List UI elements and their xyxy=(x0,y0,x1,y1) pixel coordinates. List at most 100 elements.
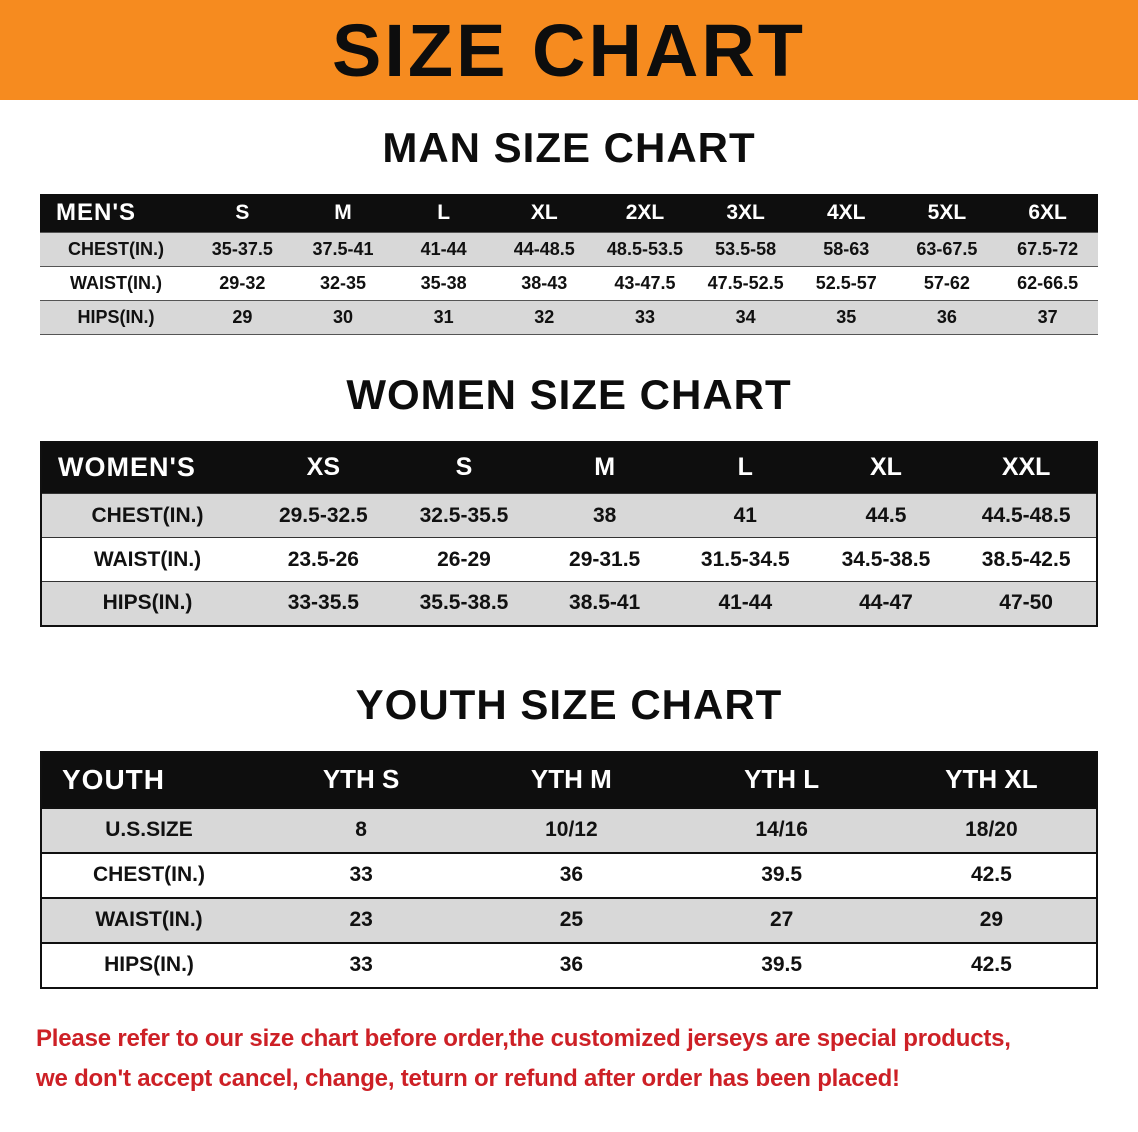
size-value-cell: 27 xyxy=(769,908,794,931)
size-value-cell: 35-38 xyxy=(420,272,467,293)
table-title-cell: YOUTH xyxy=(41,751,256,808)
size-column-header: L xyxy=(393,194,494,232)
size-value-cell: 31 xyxy=(433,306,454,327)
size-value-cell: 29-32 xyxy=(219,272,266,293)
size-column-header: 2XL xyxy=(594,194,696,232)
size-value-cell: 52.5-57 xyxy=(815,272,877,293)
size-value-cell: 42.5 xyxy=(970,953,1012,976)
row-label-cell: WAIST(IN.) xyxy=(95,908,203,931)
size-value-cell: 44.5-48.5 xyxy=(981,503,1071,527)
size-value-cell: 30 xyxy=(332,306,353,327)
table-row: HIPS(IN.) 29 30 31 32 33 34 35 36 37 xyxy=(40,300,1098,334)
table-head: YOUTH YTH S YTH M YTH L YTH XL xyxy=(41,751,1097,808)
size-column-header: S xyxy=(393,441,535,494)
row-label-cell: HIPS(IN.) xyxy=(102,591,193,615)
table-row: WAIST(IN.) 29-32 32-35 35-38 38-43 43-47.5 47.… xyxy=(40,266,1098,300)
row-label-cell: HIPS(IN.) xyxy=(104,953,194,976)
size-value-cell: 63-67.5 xyxy=(916,238,978,259)
size-value-cell: 29 xyxy=(979,908,1004,931)
size-value-cell: 33 xyxy=(349,953,373,976)
disclaimer-line-1: Please refer to our size chart before or… xyxy=(36,1024,1011,1052)
table-row: CHEST(IN.) 33 36 39.5 42.5 xyxy=(41,852,1097,898)
size-value-cell: 67.5-72 xyxy=(1017,238,1079,259)
size-column-header: XS xyxy=(253,441,394,494)
table-head: WOMEN'S XS S M L XL XXL xyxy=(41,441,1097,494)
size-value-cell: 44.5 xyxy=(865,503,907,527)
table-row: CHEST(IN.) 35-37.5 37.5-41 41-44 44-48.5 48.5… xyxy=(40,232,1098,266)
size-value-cell: 36 xyxy=(559,953,584,976)
size-column-header: 6XL xyxy=(997,194,1098,232)
size-value-cell: 33 xyxy=(349,863,373,886)
size-value-cell: 44-47 xyxy=(859,591,913,615)
size-value-cell: 25 xyxy=(559,908,584,931)
table-row: WAIST(IN.) 23 25 27 29 xyxy=(41,897,1097,943)
size-value-cell: 33-35.5 xyxy=(287,591,359,615)
size-value-cell: 23.5-26 xyxy=(287,547,359,571)
table-body: CHEST(IN.) 29.5-32.5 32.5-35.5 38 41 44.5 44.5… xyxy=(41,493,1097,626)
size-value-cell: 41 xyxy=(733,503,757,527)
man-size-heading: MAN SIZE CHART xyxy=(382,124,756,171)
size-column-header: YTH M xyxy=(466,751,677,808)
size-value-cell: 44-48.5 xyxy=(513,238,575,259)
size-column-header: 5XL xyxy=(896,194,998,232)
table-header-row: WOMEN'S XS S M L XL XXL xyxy=(41,441,1097,494)
row-label-cell: HIPS(IN.) xyxy=(77,306,155,327)
size-value-cell: 37 xyxy=(1037,306,1058,327)
row-label-cell: WAIST(IN.) xyxy=(93,547,202,571)
size-value-cell: 35-37.5 xyxy=(211,238,273,259)
size-value-cell: 29.5-32.5 xyxy=(278,503,368,527)
size-value-cell: 29 xyxy=(232,306,253,327)
women-size-heading: WOMEN SIZE CHART xyxy=(346,370,792,418)
size-value-cell: 35 xyxy=(836,306,857,327)
mens-size-table: MEN'S S M L XL 2XL 3XL 4XL 5XL 6XL CHEST(IN.) 35-37… xyxy=(40,194,1098,335)
man-size-section: MAN SIZE CHART MEN'S S M L XL 2XL 3XL 4XL 5XL 6XL… xyxy=(0,124,1138,335)
size-value-cell: 34 xyxy=(735,306,756,327)
disclaimer-line-2: we don't accept cancel, change, teturn o… xyxy=(36,1064,900,1092)
row-label-cell: WAIST(IN.) xyxy=(70,272,162,293)
row-label-cell: CHEST(IN.) xyxy=(68,238,164,259)
table-title-cell: MEN'S xyxy=(40,194,192,232)
size-value-cell: 33 xyxy=(634,306,655,327)
womens-size-table: WOMEN'S XS S M L XL XXL CHEST(IN.) 29.5-32.5 32.5… xyxy=(40,440,1098,627)
size-value-cell: 42.5 xyxy=(970,863,1012,886)
table-title-cell: WOMEN'S xyxy=(41,441,253,494)
table-body: U.S.SIZE 8 10/12 14/16 18/20 CHEST(IN.) 33 36 39… xyxy=(41,807,1097,988)
size-column-header: YTH XL xyxy=(886,751,1097,808)
row-label-cell: CHEST(IN.) xyxy=(93,863,205,886)
size-value-cell: 41-44 xyxy=(718,591,773,615)
size-value-cell: 39.5 xyxy=(761,863,803,886)
size-column-header: YTH L xyxy=(676,751,887,808)
table-header-row: YOUTH YTH S YTH M YTH L YTH XL xyxy=(41,751,1097,808)
size-column-header: 3XL xyxy=(695,194,796,232)
size-column-header: XL xyxy=(493,194,595,232)
women-size-section: WOMEN SIZE CHART WOMEN'S XS S M L XL XXL CHEST(… xyxy=(0,371,1138,627)
size-value-cell: 23 xyxy=(349,908,373,931)
size-value-cell: 47.5-52.5 xyxy=(707,272,784,293)
banner: SIZE CHART xyxy=(0,0,1138,100)
size-value-cell: 26-29 xyxy=(437,547,491,571)
size-value-cell: 38.5-41 xyxy=(569,591,641,615)
size-value-cell: 37.5-41 xyxy=(312,238,374,259)
size-column-header: YTH S xyxy=(256,751,467,808)
size-column-header: 4XL xyxy=(795,194,897,232)
table-row: HIPS(IN.) 33 36 39.5 42.5 xyxy=(41,942,1097,988)
size-value-cell: 57-62 xyxy=(923,272,970,293)
size-value-cell: 32-35 xyxy=(319,272,366,293)
size-value-cell: 41-44 xyxy=(420,238,467,259)
size-value-cell: 62-66.5 xyxy=(1017,272,1079,293)
size-column-header: XXL xyxy=(956,441,1097,494)
size-value-cell: 34.5-38.5 xyxy=(841,547,931,571)
size-column-header: S xyxy=(192,194,293,232)
size-value-cell: 43-47.5 xyxy=(614,272,676,293)
table-body: CHEST(IN.) 35-37.5 37.5-41 41-44 44-48.5 48.5… xyxy=(40,232,1098,334)
size-value-cell: 18/20 xyxy=(965,818,1018,841)
size-value-cell: 14/16 xyxy=(755,818,808,841)
size-value-cell: 29-31.5 xyxy=(569,547,641,571)
size-value-cell: 38 xyxy=(592,503,617,527)
size-value-cell: 36 xyxy=(559,863,584,886)
youth-size-heading: YOUTH SIZE CHART xyxy=(355,680,783,728)
size-value-cell: 36 xyxy=(936,306,957,327)
size-value-cell: 8 xyxy=(355,818,367,841)
table-row: U.S.SIZE 8 10/12 14/16 18/20 xyxy=(41,807,1097,853)
